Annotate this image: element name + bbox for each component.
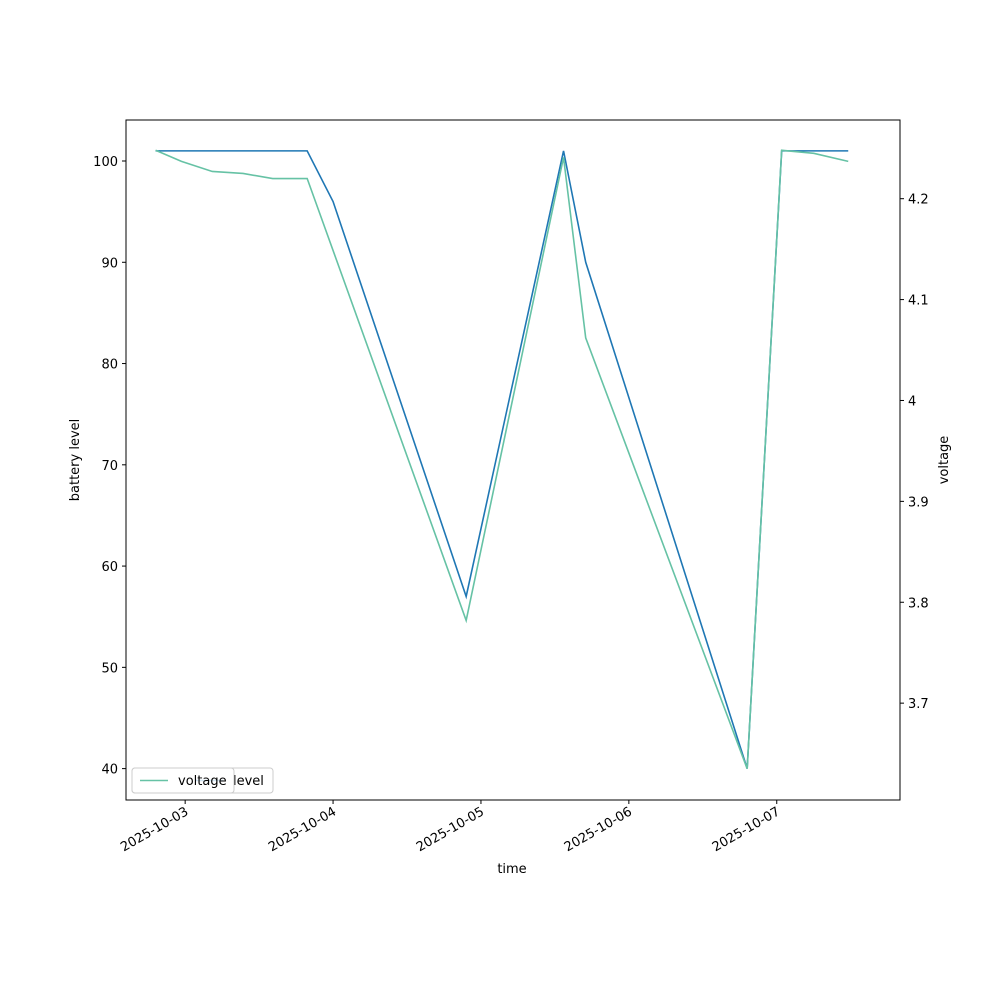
- x-tick-label: 2025-10-07: [710, 804, 783, 855]
- y-tick-label: 70: [101, 459, 118, 474]
- y2-tick-label: 3.8: [908, 596, 929, 611]
- plot-frame: [125, 119, 901, 801]
- legend-label: level: [233, 774, 264, 789]
- y-tick-label: 40: [101, 763, 118, 778]
- y2-axis-label: voltage: [937, 436, 952, 485]
- y-tick-label: 80: [101, 358, 118, 373]
- y2-tick-label: 3.7: [908, 697, 929, 712]
- x-tick-label: 2025-10-03: [118, 804, 191, 855]
- legend-box: [131, 767, 235, 794]
- legend-label: voltage: [178, 774, 227, 789]
- y2-tick-label: 4.2: [908, 193, 929, 208]
- x-tick-label: 2025-10-04: [266, 804, 339, 855]
- y-axis-label: battery level: [68, 419, 83, 502]
- y2-tick-label: 3.9: [908, 495, 929, 510]
- x-axis-label: time: [497, 862, 526, 877]
- y2-tick-label: 4.1: [908, 294, 929, 309]
- y-tick-label: 60: [101, 560, 118, 575]
- series-line: [155, 149, 849, 770]
- y-tick-label: 100: [93, 155, 118, 170]
- series-line: [155, 150, 849, 769]
- x-tick-label: 2025-10-05: [414, 804, 487, 855]
- y-tick-label: 90: [101, 256, 118, 271]
- y-tick-label: 50: [101, 661, 118, 676]
- y2-tick-label: 4: [908, 394, 916, 409]
- x-tick-label: 2025-10-06: [562, 804, 635, 855]
